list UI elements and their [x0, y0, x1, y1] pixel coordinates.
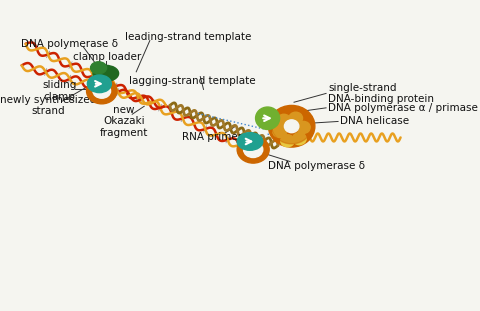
Ellipse shape	[93, 65, 119, 81]
Ellipse shape	[292, 133, 306, 145]
Ellipse shape	[297, 121, 310, 133]
Ellipse shape	[86, 78, 117, 104]
Ellipse shape	[237, 136, 269, 163]
Text: DNA helicase: DNA helicase	[340, 116, 409, 127]
Text: new
Okazaki
fragment: new Okazaki fragment	[100, 105, 148, 138]
Text: DNA polymerase δ: DNA polymerase δ	[21, 39, 118, 49]
Ellipse shape	[277, 114, 291, 126]
Ellipse shape	[285, 120, 299, 133]
Text: DNA polymerase δ: DNA polymerase δ	[268, 160, 365, 170]
Ellipse shape	[93, 84, 110, 98]
Text: single-strand
DNA-binding protein: single-strand DNA-binding protein	[328, 83, 434, 104]
Ellipse shape	[237, 133, 263, 150]
Text: clamp loader: clamp loader	[73, 52, 142, 63]
Ellipse shape	[268, 105, 315, 147]
Ellipse shape	[87, 75, 111, 93]
Ellipse shape	[243, 142, 263, 157]
Ellipse shape	[91, 62, 107, 74]
Text: sliding
clamp: sliding clamp	[42, 80, 76, 102]
Ellipse shape	[255, 107, 280, 129]
Text: RNA primer: RNA primer	[182, 132, 242, 142]
Ellipse shape	[289, 112, 302, 124]
Text: newly synthesized
strand: newly synthesized strand	[0, 95, 96, 116]
Ellipse shape	[281, 135, 294, 147]
Text: DNA polymerase α / primase: DNA polymerase α / primase	[328, 103, 479, 113]
Text: leading-strand template: leading-strand template	[125, 31, 252, 42]
Text: lagging-strand template: lagging-strand template	[129, 76, 256, 86]
Ellipse shape	[273, 126, 287, 137]
Ellipse shape	[272, 109, 312, 144]
